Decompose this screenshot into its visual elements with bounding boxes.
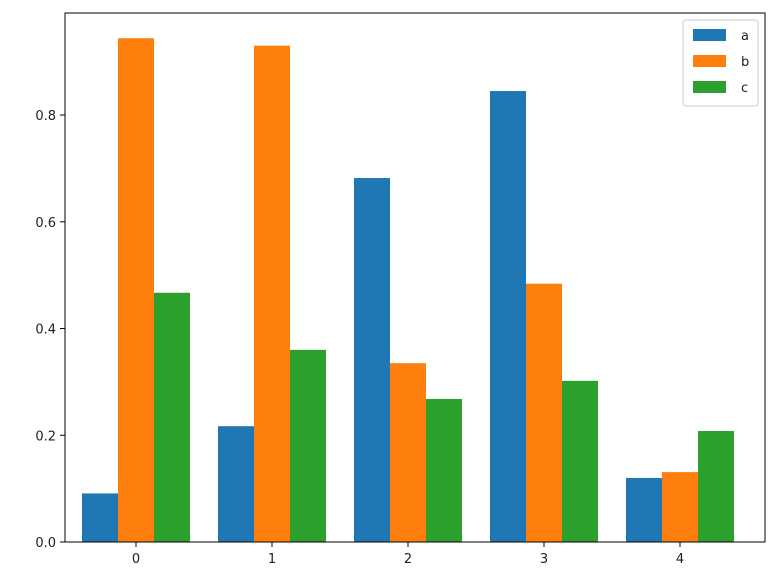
bar-a-2 (354, 178, 390, 542)
x-axis: 0 1 2 3 4 (132, 542, 684, 567)
legend-swatch-c (693, 81, 726, 93)
legend-swatch-b (693, 55, 726, 67)
bar-a-1 (218, 426, 254, 542)
bar-c-3 (562, 380, 598, 542)
bar-b-4 (662, 472, 698, 542)
legend: abc (682, 19, 759, 107)
plot-frame (64, 12, 766, 543)
x-tick-label: 1 (268, 552, 276, 567)
legend-label-b: b (741, 55, 749, 70)
y-axis: 0.0 0.2 0.4 0.6 0.8 (35, 109, 65, 551)
x-tick-label: 4 (676, 552, 684, 567)
bar-b-1 (254, 45, 290, 542)
bar-b-3 (526, 283, 562, 542)
bar-c-0 (154, 292, 190, 542)
y-tick-label: 0.6 (35, 216, 56, 231)
x-tick-label: 2 (404, 552, 412, 567)
legend-swatch-a (693, 29, 726, 41)
y-tick-label: 0.8 (35, 109, 56, 124)
bar-b-0 (118, 38, 154, 542)
x-tick-label: 3 (540, 552, 548, 567)
bars-group (82, 38, 734, 543)
bar-c-2 (426, 398, 462, 542)
x-tick-label: 0 (132, 552, 140, 567)
bar-a-4 (626, 477, 662, 542)
y-tick-label: 0.2 (35, 429, 56, 444)
bar-b-2 (390, 363, 426, 542)
legend-label-c: c (741, 81, 748, 96)
bar-a-0 (82, 493, 118, 542)
bar-a-3 (490, 91, 526, 543)
y-tick-label: 0.4 (35, 323, 56, 338)
legend-label-a: a (741, 29, 749, 44)
bar-c-1 (290, 349, 326, 542)
bar-c-4 (698, 430, 734, 542)
y-tick-label: 0.0 (35, 536, 56, 551)
